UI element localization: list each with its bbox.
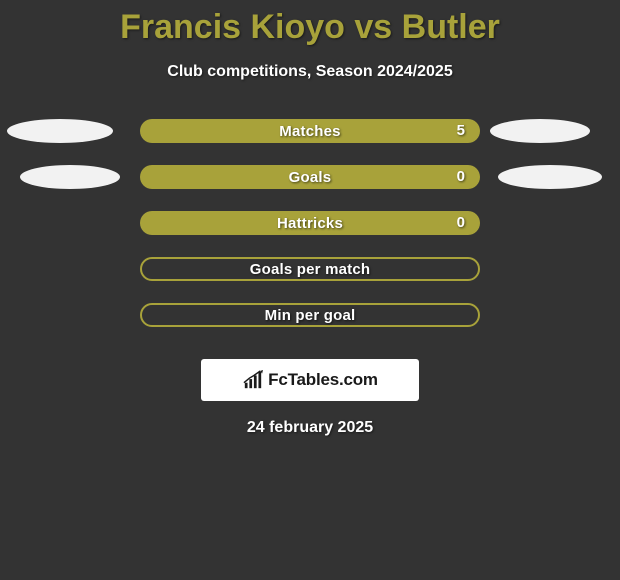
- logo-text: FcTables.com: [268, 370, 378, 390]
- stat-bar: Matches: [140, 119, 480, 143]
- stat-bar: Min per goal: [140, 303, 480, 327]
- stat-row: Min per goal: [0, 303, 620, 349]
- stat-value-right: 5: [457, 122, 465, 139]
- stat-row: Hattricks 0: [0, 211, 620, 257]
- stat-label: Min per goal: [265, 307, 356, 324]
- decorative-ellipse: [7, 119, 113, 143]
- stat-bar: Hattricks: [140, 211, 480, 235]
- chart-icon: [242, 370, 264, 390]
- stat-bar: Goals per match: [140, 257, 480, 281]
- decorative-ellipse: [490, 119, 590, 143]
- page-title: Francis Kioyo vs Butler: [0, 0, 620, 47]
- stats-container: Matches 5 Goals 0 Hattricks 0 Goals per match M…: [0, 119, 620, 349]
- stat-label: Goals: [289, 169, 332, 186]
- stat-row: Matches 5: [0, 119, 620, 165]
- stat-label: Matches: [279, 123, 340, 140]
- stat-label: Hattricks: [277, 215, 343, 232]
- stat-value-right: 0: [457, 214, 465, 231]
- subtitle: Club competitions, Season 2024/2025: [0, 63, 620, 81]
- stat-value-right: 0: [457, 168, 465, 185]
- stat-label: Goals per match: [250, 261, 371, 278]
- date-text: 24 february 2025: [0, 419, 620, 437]
- decorative-ellipse: [20, 165, 120, 189]
- decorative-ellipse: [498, 165, 602, 189]
- logo-box: FcTables.com: [201, 359, 419, 401]
- stat-row: Goals per match: [0, 257, 620, 303]
- stat-row: Goals 0: [0, 165, 620, 211]
- stat-bar: Goals: [140, 165, 480, 189]
